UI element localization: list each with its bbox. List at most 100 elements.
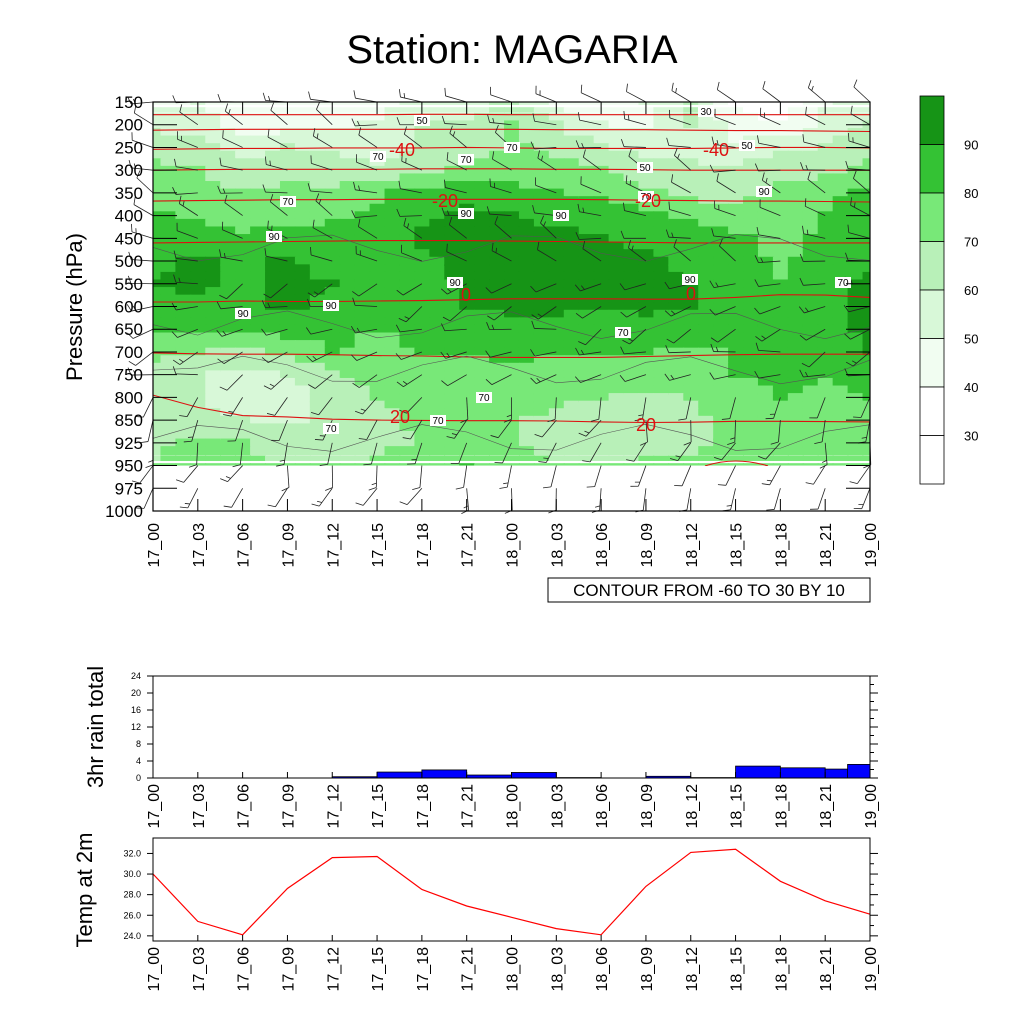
barb-staff [177,230,198,239]
humidity-cell [548,287,565,297]
humidity-cell [728,385,744,395]
humidity-cell [802,332,819,342]
barb-staff [444,328,467,332]
wind-barb [710,328,736,343]
barb-flag [222,188,226,194]
barb-staff [730,488,736,510]
humidity-cell [190,112,207,123]
barb-flag [446,352,451,358]
humidity-cell [325,92,341,97]
humidity-cell [384,302,401,312]
humidity-cell [847,287,864,297]
barb-staff [623,351,646,355]
humidity-cell [190,446,207,456]
humidity-cell [653,309,670,319]
humidity-cell [205,256,222,266]
isotherm-label: -20 [432,191,458,211]
humidity-cell [787,302,804,312]
humidity-cell [265,430,281,441]
humidity-cell [593,150,610,160]
humidity-cell [279,463,296,466]
humidity-cell [757,120,774,130]
contour-label: 70 [504,142,520,154]
humidity-cell [772,455,789,461]
wind-barb [398,89,422,103]
humidity-cell [683,385,700,395]
humidity-cell [250,385,266,395]
barb-flag [319,463,328,466]
humidity-cell [175,158,192,168]
barb-flag [664,373,670,381]
barb-flag [188,464,197,468]
humidity-cell [772,370,789,380]
humidity-cell [444,120,461,130]
humidity-cell [153,241,162,251]
humidity-cell [518,271,535,282]
humidity-cell [190,249,207,259]
humidity-cell [608,143,625,153]
wind-barb [263,283,288,299]
humidity-cell [743,347,759,357]
barb-flag [267,220,269,229]
humidity-cell [817,241,834,251]
barb-flag [721,418,730,420]
humidity-cell [250,226,266,236]
barb-flag [843,305,849,313]
humidity-cell [728,287,744,297]
wind-barb [727,420,736,446]
rain-x-tick-label: 18_15 [729,784,746,829]
humidity-cell [459,302,475,312]
wind-barb [216,328,243,337]
humidity-cell [772,150,789,160]
humidity-cell [265,317,281,327]
humidity-cell [369,408,386,418]
wind-barb [590,397,602,422]
humidity-cell [220,400,236,410]
humidity-cell [608,446,625,456]
humidity-cell [877,287,893,296]
humidity-cell [250,241,266,251]
humidity-cell [459,446,475,456]
humidity-cell [578,438,595,448]
humidity-cell [668,377,685,388]
wind-barb [532,205,557,217]
barb-flag [363,463,372,466]
humidity-cell [862,309,870,319]
humidity-cell [668,234,685,244]
humidity-cell [369,234,386,244]
humidity-cell [414,158,431,168]
barb-flag [506,414,512,418]
barb-staff [491,374,512,386]
wind-barb [580,176,602,194]
humidity-cell [220,249,236,259]
contour-label-text: 30 [700,107,712,118]
humidity-cell [489,377,505,388]
humidity-cell [160,181,177,191]
humidity-cell [444,408,461,418]
humidity-cell [399,400,416,410]
humidity-cell [787,347,804,357]
humidity-cell [160,112,177,123]
humidity-cell [309,370,326,380]
humidity-cell [235,181,251,191]
humidity-cell [802,309,819,319]
humidity-cell [190,302,207,312]
humidity-cell [638,135,655,145]
humidity-cell [817,423,834,433]
humidity-cell [324,317,341,327]
humidity-cell [324,256,341,266]
humidity-cell [429,241,446,251]
humidity-cell [608,150,625,160]
humidity-cell [205,408,222,418]
barb-staff [716,180,736,194]
humidity-cell [668,271,685,282]
humidity-cell [444,340,461,350]
humidity-cell [832,264,849,274]
barb-staff [714,116,736,126]
barb-staff [594,465,602,487]
humidity-cell [548,415,565,425]
humidity-cell [817,234,834,244]
humidity-cell [324,287,341,297]
barb-flag [281,487,290,492]
humidity-cell [309,165,326,176]
